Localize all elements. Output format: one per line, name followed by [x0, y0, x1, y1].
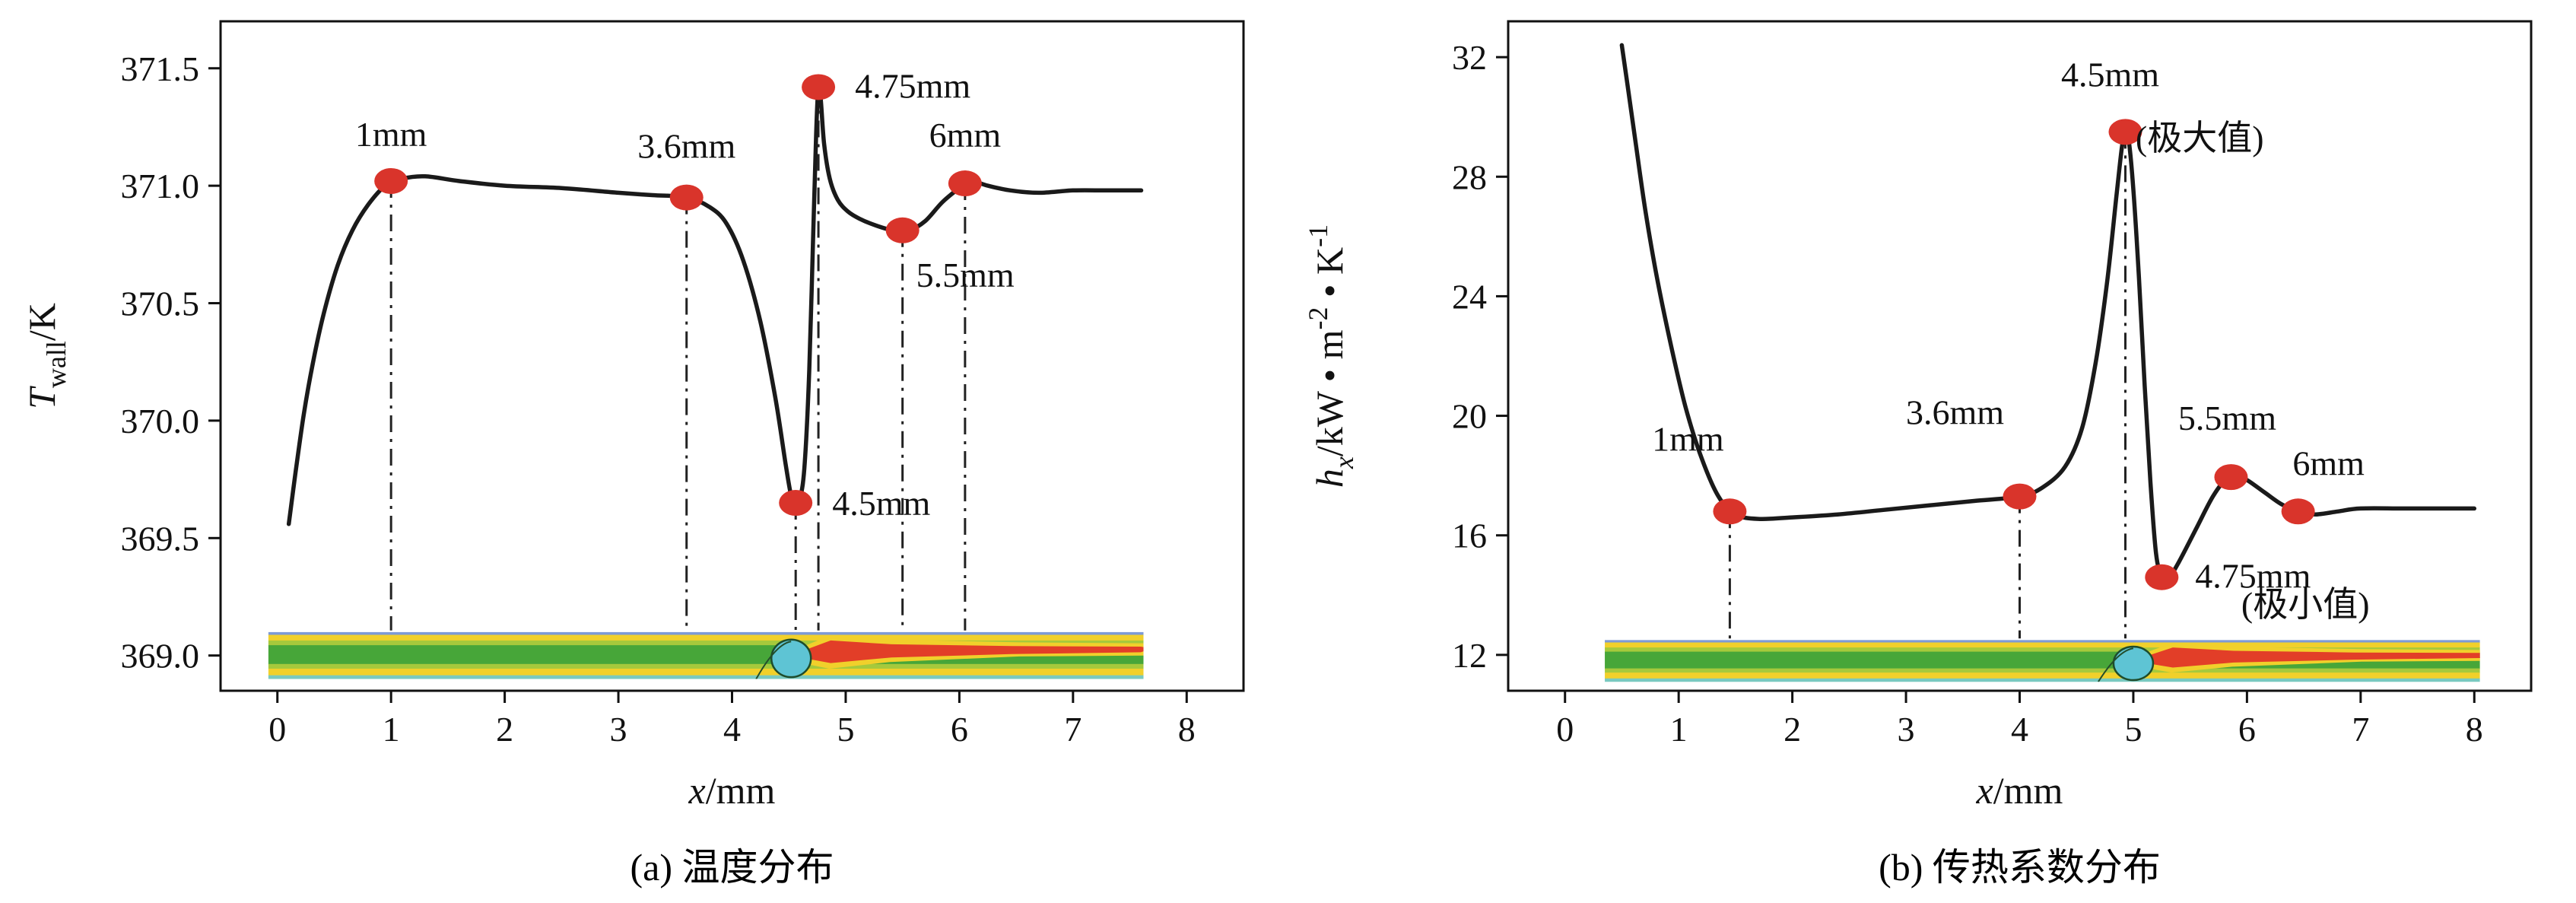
- strip-band: [1605, 642, 2480, 648]
- marker-dot: [374, 167, 408, 194]
- x-tick-label: 5: [2124, 710, 2142, 749]
- y-tick-label: 371.5: [121, 49, 200, 88]
- marker-dot: [802, 74, 836, 100]
- x-axis-label: x/mm: [688, 769, 776, 812]
- x-tick-label: 6: [951, 710, 968, 749]
- strip-band: [1605, 672, 2480, 679]
- strip-band: [268, 631, 1144, 636]
- strip-band: [268, 675, 1144, 679]
- marker-label: 6mm: [929, 116, 1002, 154]
- marker-dot: [1713, 498, 1747, 525]
- x-tick-label: 0: [268, 710, 286, 749]
- y-tick-label: 369.5: [121, 519, 200, 558]
- caption-b: (b) 传热系数分布: [1879, 846, 2161, 889]
- x-tick-label: 2: [496, 710, 513, 749]
- marker-label: 1mm: [355, 115, 427, 154]
- marker-label: 1mm: [1652, 419, 1724, 458]
- strip-band: [268, 663, 1144, 669]
- y-tick-label: 28: [1452, 157, 1487, 196]
- panel-a: 0 1 2 3 4 5 6 7 8 369.0 369.5 370.0 370.5 371.0 371.5 x…: [21, 20, 1245, 889]
- x-tick-label: 3: [610, 710, 627, 749]
- y-tick-label: 370.0: [121, 402, 200, 440]
- x-tick-label: 6: [2238, 710, 2256, 749]
- caption-a: (a) 温度分布: [630, 846, 834, 889]
- marker-label: 5.5mm: [2178, 399, 2276, 437]
- strip-band: [1605, 640, 2480, 644]
- cfd-contour-strip: [268, 631, 1144, 679]
- marker-dot: [2108, 119, 2142, 145]
- marker-label: 6mm: [2292, 444, 2365, 482]
- y-tick-label: 12: [1452, 636, 1487, 675]
- x-tick-label: 4: [723, 710, 741, 749]
- strip-bubble: [2112, 645, 2155, 682]
- x-tick-label: 3: [1898, 710, 1915, 749]
- annotation-label: (极小值): [2241, 585, 2370, 624]
- marker-label: 4.5mm: [832, 484, 930, 523]
- cfd-contour-strip: [1605, 640, 2480, 682]
- strip-band: [268, 634, 1144, 641]
- y-tick-label: 20: [1452, 397, 1487, 436]
- marker-dot: [885, 217, 920, 243]
- strip-bubble-streamline: [2098, 647, 2134, 682]
- marker-dot: [2003, 483, 2037, 510]
- x-tick-label: 8: [1178, 710, 1196, 749]
- x-tick-label: 5: [837, 710, 854, 749]
- y-tick-label: 24: [1452, 277, 1487, 316]
- axes-frame: [1507, 20, 2533, 692]
- x-tick-label: 1: [1670, 710, 1688, 749]
- x-tick-label: 7: [1064, 710, 1082, 749]
- strip-band: [1605, 668, 2480, 673]
- strip-hot-streak: [2142, 647, 2480, 668]
- marker-dot: [669, 184, 704, 211]
- marker-label: 3.6mm: [637, 127, 735, 166]
- marker-dot: [779, 489, 813, 516]
- strip-bubble: [770, 638, 812, 679]
- x-tick-label: 0: [1556, 710, 1574, 749]
- y-tick-label: 371.0: [121, 167, 200, 205]
- y-axis-label: Twall/K: [21, 303, 71, 409]
- marker-label: 4.5mm: [2061, 55, 2159, 94]
- temperature-chart: 0 1 2 3 4 5 6 7 8 369.0 369.5 370.0 370.5 371.0 371.5 x…: [21, 20, 1245, 812]
- annotation-label: (极大值): [2136, 119, 2264, 157]
- y-tick-label: 32: [1452, 38, 1487, 77]
- strip-bubble-streamline: [755, 641, 792, 679]
- marker-label: 5.5mm: [916, 256, 1015, 294]
- marker-label: 4.75mm: [2195, 557, 2311, 596]
- strip-band: [268, 668, 1144, 676]
- x-tick-label: 7: [2352, 710, 2369, 749]
- y-tick-label: 16: [1452, 517, 1487, 555]
- y-tick-label: 369.0: [121, 637, 200, 676]
- marker-dot: [2145, 564, 2179, 590]
- x-tick-label: 2: [1784, 710, 1801, 749]
- strip-band: [1605, 647, 2480, 653]
- panel-b: 0 1 2 3 4 5 6 7 8 12 16 20 24 28 32 x/mm hx/kW • m-2 • K…: [1288, 0, 2575, 903]
- marker-label: 4.75mm: [855, 66, 970, 105]
- data-curve: [1619, 43, 2477, 584]
- marker-label: 3.6mm: [1906, 393, 2004, 432]
- strip-band: [268, 640, 1144, 646]
- y-axis-label: hx/kW • m-2 • K-1: [1303, 224, 1359, 488]
- strip-band: [1605, 678, 2480, 682]
- strip-hot-streak: [800, 640, 1144, 663]
- y-tick-label: 370.5: [121, 285, 200, 323]
- x-tick-label: 1: [383, 710, 400, 749]
- x-tick-label: 8: [2466, 710, 2483, 749]
- x-axis-label: x/mm: [1976, 769, 2063, 812]
- marker-dot: [948, 170, 982, 197]
- x-tick-label: 4: [2011, 710, 2028, 749]
- marker-dot: [2281, 498, 2315, 525]
- marker-dot: [2214, 464, 2248, 491]
